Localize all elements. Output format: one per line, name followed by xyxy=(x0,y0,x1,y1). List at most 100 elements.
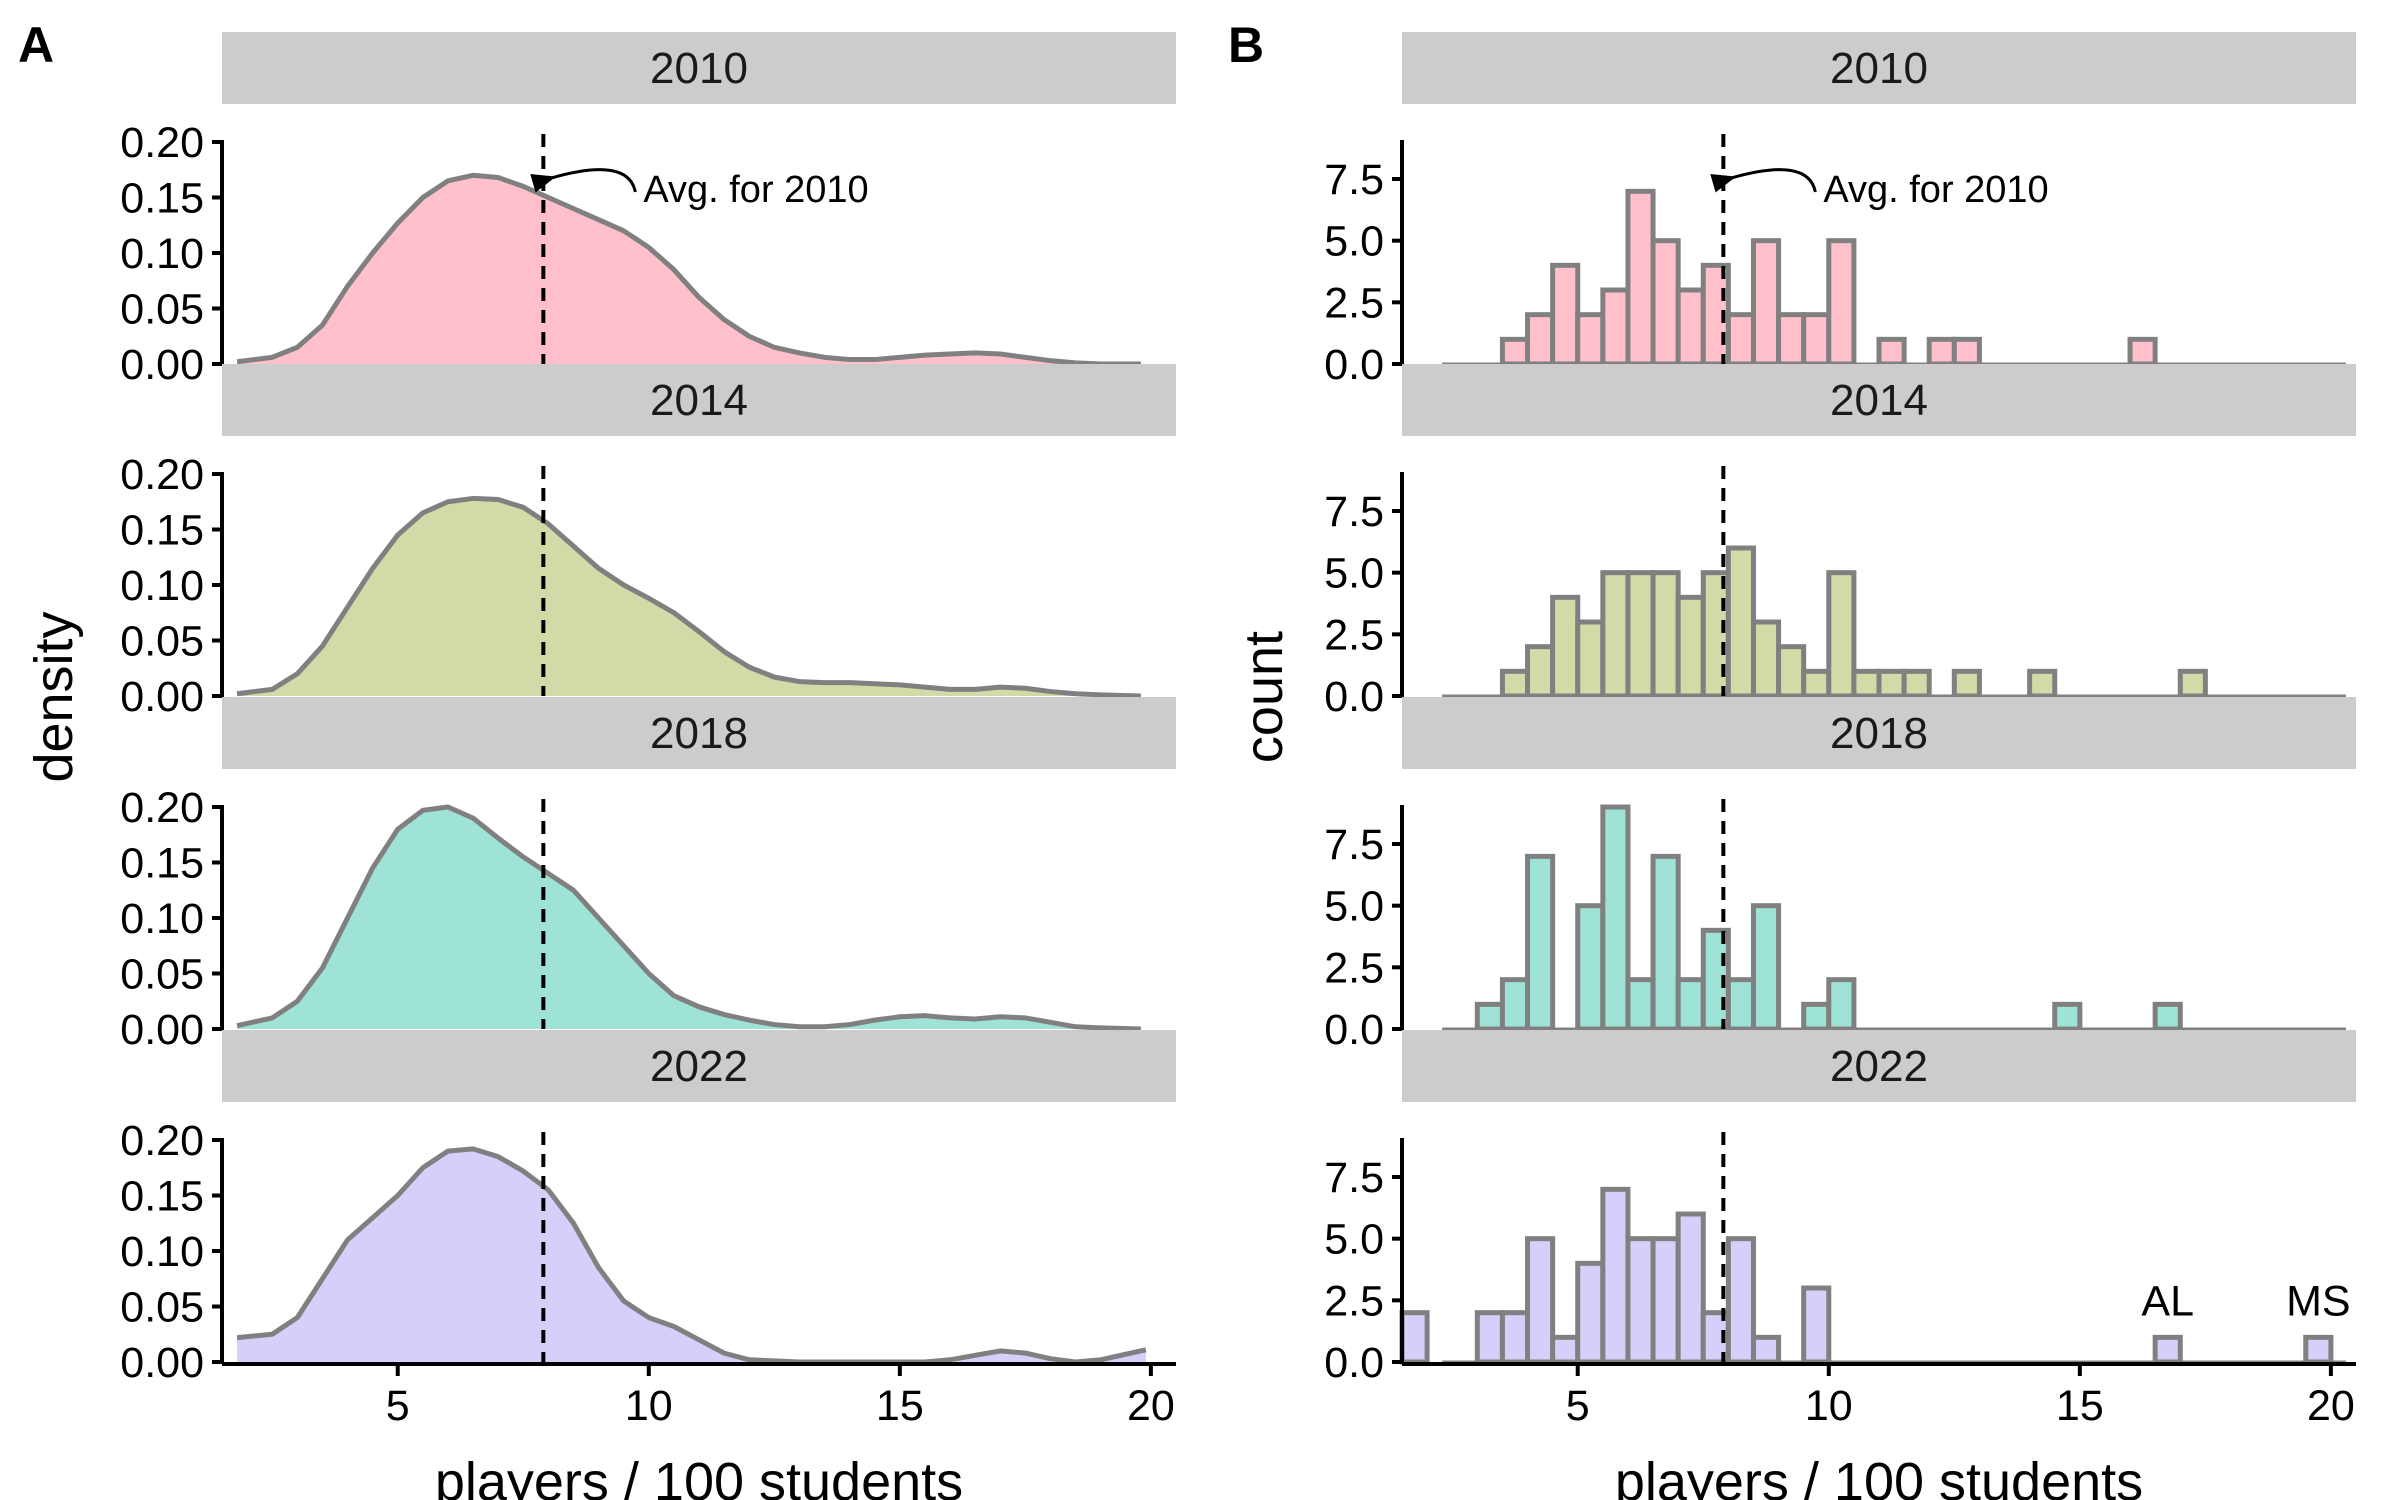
y-tick-label: 0.10 xyxy=(120,895,204,943)
histogram-bar xyxy=(1525,1236,1556,1365)
y-tick-label: 7.5 xyxy=(1324,821,1384,869)
y-tick-label: 0.10 xyxy=(120,230,204,278)
facet-strip xyxy=(1402,697,2356,769)
panel-tag-label: A xyxy=(18,17,54,73)
y-tick-label: 5.0 xyxy=(1324,550,1384,598)
histogram-bar xyxy=(1725,312,1756,367)
histogram-bar xyxy=(1650,570,1681,699)
facet-strip xyxy=(222,364,1176,436)
x-tick-label: 20 xyxy=(2307,1382,2355,1430)
y-tick-label: 0.15 xyxy=(120,175,204,223)
y-tick-label: 0.00 xyxy=(120,341,204,389)
histogram-bar xyxy=(1801,1001,1832,1032)
histogram-bar xyxy=(1575,1260,1606,1365)
histogram-bar xyxy=(2152,1001,2183,1032)
histogram-bar xyxy=(1801,1285,1832,1365)
histogram-bar xyxy=(1600,570,1631,699)
histogram-bar xyxy=(1525,312,1556,367)
y-axis-title: density xyxy=(24,611,84,782)
y-tick-label: 2.5 xyxy=(1324,279,1384,327)
histogram-bar xyxy=(1826,238,1857,367)
facet-2018: 2018 0.00 0.05 0.10 0.15 0.20 xyxy=(120,697,1176,1054)
x-tick-label: 10 xyxy=(1805,1382,1853,1430)
histogram-bar xyxy=(1499,668,1531,699)
x-axis-title: players / 100 students xyxy=(435,1452,963,1500)
annotation-text: Avg. for 2010 xyxy=(1823,169,2048,211)
facet-strip-label: 2018 xyxy=(1830,709,1928,758)
facet-strip-label: 2022 xyxy=(1830,1042,1928,1091)
y-tick-label: 0.20 xyxy=(120,451,204,499)
facet-2022: 2022 AL MS 0.0 2.5 5.0 7.5 5 10 15 20 players / 100… xyxy=(1324,1030,2356,1500)
histogram-bar xyxy=(1575,312,1606,367)
histogram-bar xyxy=(1600,1186,1631,1365)
facet-strip-label: 2014 xyxy=(1830,376,1928,425)
histogram-bar xyxy=(1801,668,1832,699)
x-tick-label: 5 xyxy=(386,1382,410,1430)
histogram-bar xyxy=(1575,903,1606,1032)
histogram-bar xyxy=(1550,1334,1581,1365)
x-tick-label: 20 xyxy=(1127,1382,1175,1430)
x-tick-label: 5 xyxy=(1566,1382,1590,1430)
histogram-bar xyxy=(1499,1310,1531,1365)
histogram-bar xyxy=(1725,545,1756,699)
density-area xyxy=(237,498,1141,696)
histogram-bar xyxy=(1474,1310,1505,1365)
histogram-bar xyxy=(2027,668,2058,699)
density-line xyxy=(236,172,1141,367)
histogram-bar xyxy=(1951,668,1982,699)
y-tick-label: 2.5 xyxy=(1324,611,1384,659)
histogram-bar xyxy=(1550,262,1581,367)
histogram-bar xyxy=(1750,238,1782,367)
y-tick-label: 0.0 xyxy=(1324,673,1384,721)
y-tick-label: 5.0 xyxy=(1324,883,1384,931)
facet-2014: 2014 0.00 0.05 0.10 0.15 0.20 xyxy=(120,364,1176,721)
facet-2022: 2022 0.00 0.05 0.10 0.15 0.20 5 10 15 20 players /… xyxy=(120,1030,1176,1500)
histogram-bar xyxy=(1675,594,1706,699)
histogram-bar xyxy=(1851,668,1882,699)
y-tick-label: 7.5 xyxy=(1324,488,1384,536)
histogram-bar xyxy=(1926,336,1957,367)
y-tick-label: 0.05 xyxy=(120,1284,204,1332)
histogram-bar xyxy=(2052,1001,2083,1032)
y-tick-label: 0.00 xyxy=(120,1006,204,1054)
y-tick-label: 0.20 xyxy=(120,1117,204,1165)
annotation-arrow xyxy=(1710,168,1817,193)
x-tick-label: 10 xyxy=(625,1382,673,1430)
x-tick-label: 15 xyxy=(2056,1382,2104,1430)
histogram-bar xyxy=(2177,668,2208,699)
y-tick-label: 0.0 xyxy=(1324,1006,1384,1054)
facet-strip xyxy=(222,32,1176,104)
histogram-bar xyxy=(1474,1001,1505,1032)
y-tick-label: 0.20 xyxy=(120,784,204,832)
histogram-bar xyxy=(1725,1236,1756,1365)
histogram-bar xyxy=(1550,594,1581,699)
y-tick-label: 0.15 xyxy=(120,507,204,555)
y-tick-label: 0.0 xyxy=(1324,341,1384,389)
facet-strip-label: 2010 xyxy=(1830,44,1928,93)
panel-tag-label: B xyxy=(1228,17,1264,73)
y-tick-label: 0.10 xyxy=(120,1228,204,1276)
x-axis-title: players / 100 students xyxy=(1615,1452,2143,1500)
histogram-bar xyxy=(1750,903,1782,1032)
histogram-bar xyxy=(1525,853,1556,1032)
y-tick-label: 7.5 xyxy=(1324,1154,1384,1202)
facet-strip-label: 2014 xyxy=(650,376,748,425)
density-area xyxy=(237,175,1141,364)
histogram-bar xyxy=(1625,570,1656,699)
y-tick-label: 0.15 xyxy=(120,1173,204,1221)
histogram-bar xyxy=(1826,570,1857,699)
histogram-bar xyxy=(1499,336,1531,367)
facet-2018: 2018 0.0 2.5 5.0 7.5 xyxy=(1324,697,2356,1054)
y-tick-label: 2.5 xyxy=(1324,1277,1384,1325)
y-tick-label: 0.20 xyxy=(120,119,204,167)
y-tick-label: 0.15 xyxy=(120,840,204,888)
histogram-bar xyxy=(1675,287,1706,367)
histogram-bar xyxy=(1826,977,1857,1032)
histogram-bar xyxy=(1750,1334,1782,1365)
facet-2010: 2010 0.00 0.05 0.10 0.15 0.20 Avg. for 2010 xyxy=(120,32,1176,389)
histogram-bar xyxy=(1675,1211,1706,1365)
density-area xyxy=(237,1148,1146,1362)
facet-2010: 2010 0.0 2.5 5.0 7.5 Avg. for 2010 xyxy=(1324,32,2356,389)
histogram-bar xyxy=(1625,188,1656,367)
